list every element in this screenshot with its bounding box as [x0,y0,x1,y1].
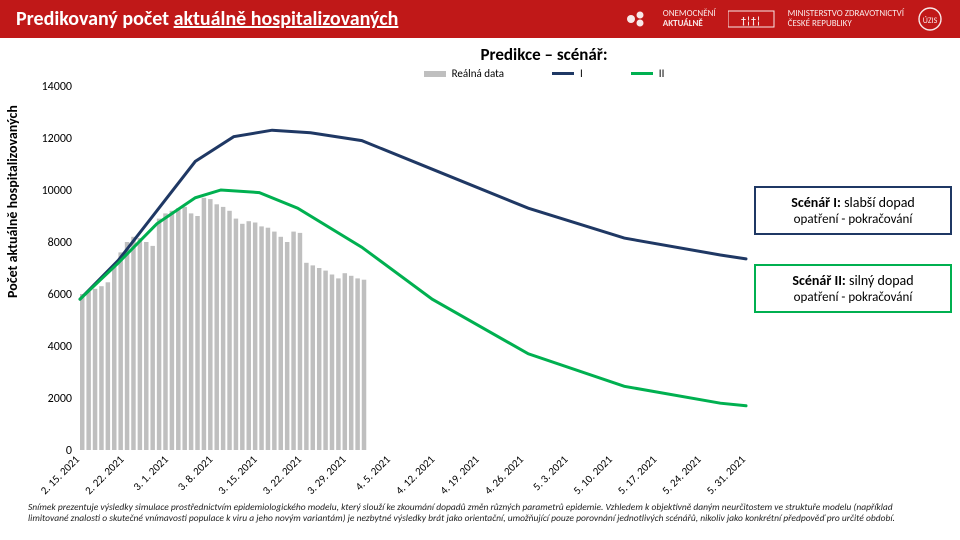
legend-item: II [631,67,665,80]
logo-1-text: ONEMOCNĚNÍAKTUÁLNĚ [663,9,716,29]
logo-dots-icon [625,9,651,29]
svg-text:6000: 6000 [48,288,72,302]
logo-2-text: MINISTERSTVO ZDRAVOTNICTVÍČESKÉ REPUBLIK… [788,9,904,29]
svg-text:2. 22. 2021: 2. 22. 2021 [82,453,127,498]
legend-item: Reálná data [424,67,504,80]
svg-text:5. 3. 2021: 5. 3. 2021 [530,453,571,494]
svg-text:ÚZIS: ÚZIS [923,16,938,26]
svg-text:3. 8. 2021: 3. 8. 2021 [175,453,216,494]
svg-text:2000: 2000 [48,392,72,406]
scenario-callout: Scénář II: silný dopadopatření - pokračo… [754,264,952,313]
header-bar: Predikovaný počet aktuálně hospitalizova… [0,0,960,38]
chart-svg: 020004000600080001000012000140002. 15. 2… [8,82,756,530]
svg-text:4. 5. 2021: 4. 5. 2021 [353,453,394,494]
svg-text:5. 10. 2021: 5. 10. 2021 [571,453,616,498]
svg-text:3. 22. 2021: 3. 22. 2021 [260,453,305,498]
page-title: Predikovaný počet aktuálně hospitalizova… [16,7,398,31]
y-axis-title: Počet aktuálně hospitalizovaných [4,105,21,298]
footnote-text: Snímek prezentuje výsledky simulace pros… [28,502,928,524]
svg-text:12000: 12000 [42,132,72,146]
scenario-callout: Scénář I: slabší dopadopatření - pokračo… [754,186,952,235]
svg-text:2. 15. 2021: 2. 15. 2021 [38,453,83,498]
svg-text:5. 24. 2021: 5. 24. 2021 [659,453,704,498]
legend-item: I [552,67,583,80]
logo-mzcr-icon: †¦†¦ [728,9,776,29]
chart-legend: Reálná dataIII [128,67,960,80]
svg-text:3. 29. 2021: 3. 29. 2021 [304,453,349,498]
svg-text:4. 12. 2021: 4. 12. 2021 [393,453,438,498]
header-logos: ONEMOCNĚNÍAKTUÁLNĚ †¦†¦ MINISTERSTVO ZDR… [625,7,944,31]
svg-text:†¦†¦: †¦†¦ [741,14,761,27]
svg-text:14000: 14000 [42,82,72,94]
svg-text:10000: 10000 [42,184,72,198]
svg-text:4000: 4000 [48,340,72,354]
svg-text:8000: 8000 [48,236,72,250]
chart-subtitle: Predikce – scénář: [128,44,960,65]
logo-uzis-icon: ÚZIS [916,7,944,31]
svg-text:5. 31. 2021: 5. 31. 2021 [704,453,749,498]
svg-text:3. 15. 2021: 3. 15. 2021 [215,453,260,498]
svg-text:4. 19. 2021: 4. 19. 2021 [437,453,482,498]
chart-area: Predikce – scénář: Reálná dataIII Počet … [0,38,960,530]
svg-text:5. 17. 2021: 5. 17. 2021 [615,453,660,498]
svg-text:4. 26. 2021: 4. 26. 2021 [482,453,527,498]
svg-text:3. 1. 2021: 3. 1. 2021 [131,453,172,494]
